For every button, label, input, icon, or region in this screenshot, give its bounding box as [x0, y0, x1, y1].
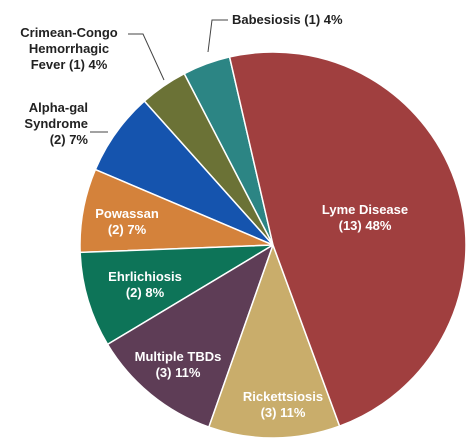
category-label: Crimean-Congo Hemorrhagic Fever [20, 25, 118, 72]
value-label: (2) 8% [125, 285, 165, 300]
value-label: (1) 4% [304, 12, 343, 27]
category-label: Powassan [95, 206, 159, 221]
value-label: (3) 11% [155, 365, 201, 380]
category-label: Rickettsiosis [242, 389, 324, 404]
value-label: (1) 4% [69, 57, 108, 72]
slice-label: Crimean-Congo Hemorrhagic Fever (1) 4% [13, 25, 125, 73]
leader-line [207, 19, 228, 53]
pie-slice [207, 242, 341, 439]
slice-label: Multiple TBDs (3) 11% [135, 349, 222, 381]
pie-slice [79, 244, 274, 346]
value-label: (2) 7% [107, 222, 147, 237]
category-label: Ehrlichiosis [108, 269, 182, 284]
value-label: (13) 48% [338, 218, 392, 233]
category-label: Lyme Disease [321, 202, 409, 217]
slice-label: Lyme Disease (13) 48% [322, 202, 408, 234]
leader-line [128, 33, 165, 81]
category-label: Alpha-gal Syndrome [24, 100, 88, 131]
value-label: (2) 7% [49, 132, 88, 147]
slice-label: Ehrlichiosis (2) 8% [108, 269, 182, 301]
pie-slice [106, 243, 275, 428]
slice-label: Rickettsiosis (3) 11% [243, 389, 323, 421]
pie-slice [228, 51, 467, 428]
slice-label: Alpha-gal Syndrome (2) 7% [8, 100, 88, 148]
slice-label: Babesiosis (1) 4% [232, 12, 343, 28]
value-label: (3) 11% [260, 405, 306, 420]
category-label: Babesiosis [232, 12, 301, 27]
slice-label: Powassan (2) 7% [95, 206, 159, 238]
category-label: Multiple TBDs [134, 349, 222, 364]
